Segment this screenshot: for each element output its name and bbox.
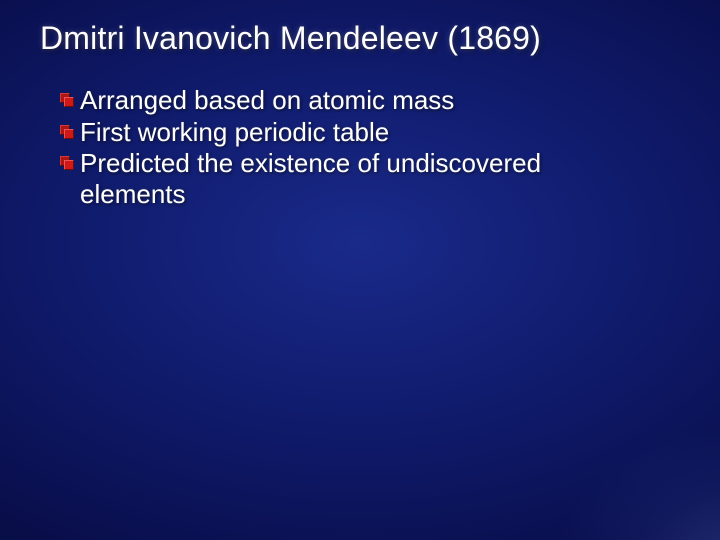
slide-title-container: Dmitri Ivanovich Mendeleev (1869) xyxy=(0,0,720,57)
bullet-text: Predicted the existence of undiscovered … xyxy=(80,148,640,209)
corner-glow-bottom-right xyxy=(550,420,720,540)
slide-body: Arranged based on atomic mass First work… xyxy=(0,57,720,210)
bullet-text: Arranged based on atomic mass xyxy=(80,85,454,116)
bullet-item: Arranged based on atomic mass xyxy=(60,85,670,116)
bullet-item: Predicted the existence of undiscovered … xyxy=(60,148,670,209)
square-bullet-icon xyxy=(60,93,74,107)
bullet-item: First working periodic table xyxy=(60,117,670,148)
slide-title: Dmitri Ivanovich Mendeleev (1869) xyxy=(40,20,690,57)
square-bullet-icon xyxy=(60,156,74,170)
square-bullet-icon xyxy=(60,125,74,139)
bullet-text: First working periodic table xyxy=(80,117,389,148)
